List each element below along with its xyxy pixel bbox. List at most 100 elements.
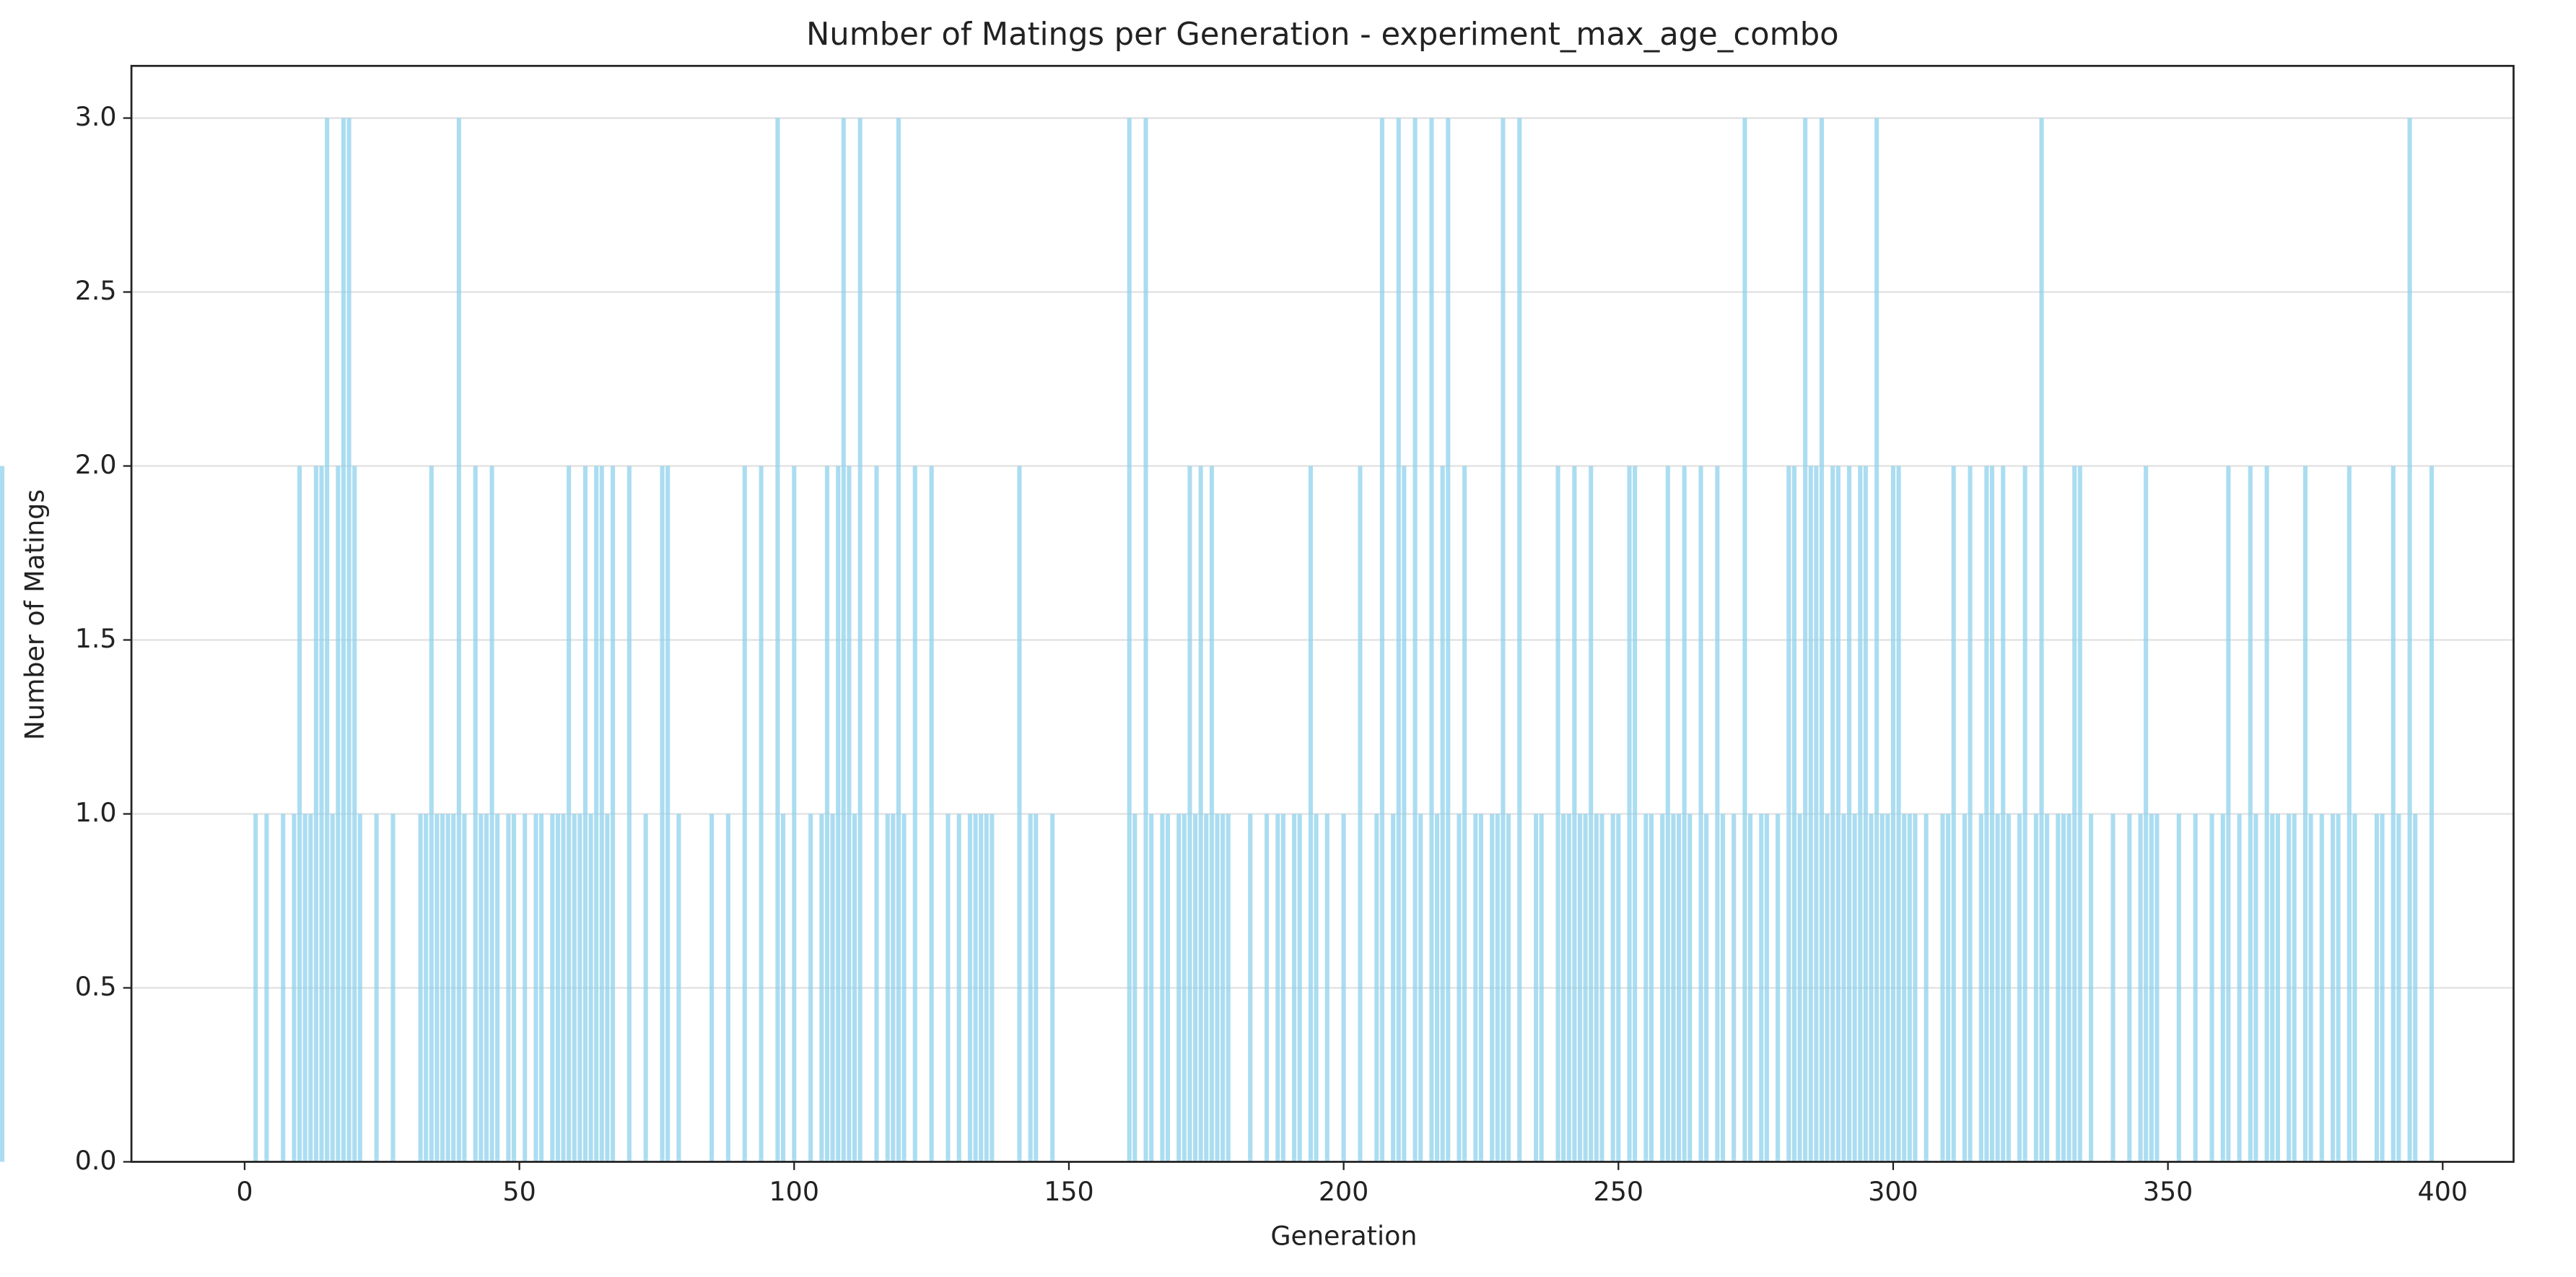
bar (445, 814, 450, 1162)
bar (1841, 814, 1846, 1162)
bar (550, 814, 555, 1162)
bar (1830, 466, 1835, 1162)
bar (1890, 466, 1895, 1162)
bar (808, 814, 813, 1162)
bar (1314, 814, 1319, 1162)
x-tick-label: 400 (2418, 1176, 2468, 1207)
bar (1978, 814, 1983, 1162)
bar (1490, 814, 1495, 1162)
bar (1517, 118, 1522, 1162)
bar (484, 814, 489, 1162)
bar (506, 814, 511, 1162)
bar (1577, 814, 1583, 1162)
y-tick-label: 3.0 (75, 101, 117, 132)
bar (1885, 814, 1890, 1162)
bar (676, 814, 681, 1162)
bar (1599, 814, 1604, 1162)
bar (308, 814, 313, 1162)
x-axis-label: Generation (1270, 1221, 1417, 1252)
bar (440, 814, 445, 1162)
y-tick-label: 1.0 (75, 797, 117, 828)
bar (2374, 814, 2379, 1162)
bar (1902, 814, 1907, 1162)
bar (2176, 814, 2181, 1162)
bar (2429, 466, 2435, 1162)
bar (1968, 466, 1973, 1162)
bar (582, 466, 588, 1162)
bar (1165, 814, 1171, 1162)
x-tick-label: 100 (769, 1176, 820, 1207)
bar (2346, 466, 2352, 1162)
bar (1808, 466, 1813, 1162)
x-tick-label: 0 (236, 1176, 253, 1207)
bar (1951, 466, 1956, 1162)
bar (330, 814, 335, 1162)
bar (979, 814, 984, 1162)
bar (1358, 466, 1363, 1162)
bar (1028, 814, 1033, 1162)
bar (253, 814, 258, 1162)
bar (1610, 814, 1615, 1162)
bar (2319, 814, 2324, 1162)
bar (1797, 814, 1802, 1162)
bar (896, 118, 901, 1162)
bar (319, 466, 324, 1162)
bar (2308, 814, 2313, 1162)
bar (2022, 466, 2027, 1162)
bar (1989, 466, 1995, 1162)
bar (885, 814, 890, 1162)
bar (2149, 814, 2154, 1162)
bar (973, 814, 978, 1162)
bar (1204, 814, 1209, 1162)
bar (1050, 814, 1055, 1162)
bar (912, 466, 917, 1162)
bar (1226, 814, 1231, 1162)
bar (1858, 466, 1863, 1162)
bar (1907, 814, 1912, 1162)
bar (967, 814, 972, 1162)
bar (626, 466, 632, 1162)
bar (1324, 814, 1330, 1162)
bar (1418, 814, 1423, 1162)
bar (990, 814, 995, 1162)
bar (1473, 814, 1478, 1162)
bar (2330, 814, 2336, 1162)
bar (1962, 814, 1967, 1162)
bar (792, 466, 797, 1162)
bar (2138, 814, 2143, 1162)
bar (830, 814, 835, 1162)
bar (2061, 814, 2066, 1162)
bar (599, 466, 604, 1162)
bar (605, 814, 610, 1162)
y-tick-label: 1.5 (75, 623, 117, 654)
bar (1940, 814, 1945, 1162)
bar (429, 466, 434, 1162)
bar (1682, 466, 1687, 1162)
bar (1720, 814, 1725, 1162)
bar (511, 814, 517, 1162)
bar (2391, 466, 2396, 1162)
bar (1374, 814, 1379, 1162)
x-tick-label: 200 (1319, 1176, 1369, 1207)
bar (2275, 814, 2280, 1162)
bar (2253, 814, 2258, 1162)
bar (462, 814, 467, 1162)
bar (1396, 118, 1401, 1162)
bar (1034, 814, 1039, 1162)
bar (2292, 814, 2297, 1162)
bar (2001, 466, 2006, 1162)
bar (2352, 814, 2357, 1162)
bar (1182, 814, 1187, 1162)
y-tick-label: 2.0 (75, 449, 117, 480)
bar (1413, 118, 1418, 1162)
bar (577, 814, 582, 1162)
bar (1193, 814, 1198, 1162)
bar (1127, 118, 1132, 1162)
bar (1462, 466, 1467, 1162)
bar (2380, 814, 2385, 1162)
bar (561, 814, 566, 1162)
bar (1379, 118, 1384, 1162)
bar (1759, 814, 1764, 1162)
